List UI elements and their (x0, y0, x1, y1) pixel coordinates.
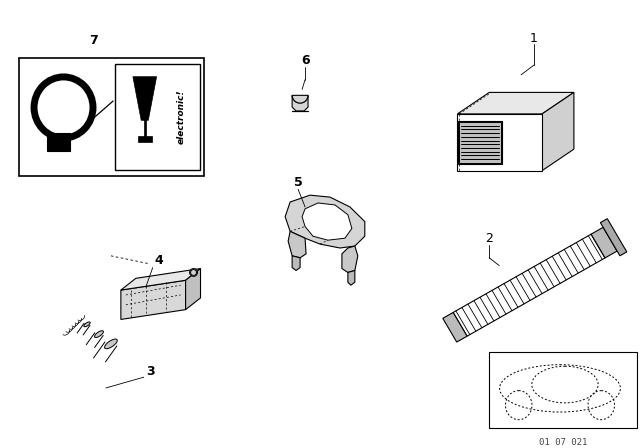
Text: electronic!: electronic! (177, 90, 186, 144)
Polygon shape (453, 234, 605, 336)
Polygon shape (302, 203, 352, 240)
Polygon shape (121, 280, 186, 319)
Polygon shape (458, 114, 542, 171)
Ellipse shape (84, 322, 90, 327)
Text: 1: 1 (530, 32, 538, 45)
Polygon shape (342, 246, 358, 272)
Polygon shape (288, 231, 306, 258)
Polygon shape (47, 134, 70, 151)
Text: 2: 2 (485, 232, 493, 245)
Text: 6: 6 (301, 54, 309, 67)
Text: 7: 7 (90, 34, 99, 47)
Ellipse shape (104, 339, 117, 349)
Polygon shape (292, 256, 300, 271)
Polygon shape (186, 268, 200, 310)
Polygon shape (121, 268, 200, 290)
Polygon shape (460, 122, 501, 163)
Polygon shape (133, 77, 157, 121)
Polygon shape (591, 227, 617, 258)
Circle shape (191, 270, 196, 276)
Polygon shape (292, 95, 308, 111)
Text: 5: 5 (294, 176, 303, 189)
Polygon shape (600, 219, 627, 256)
Polygon shape (443, 312, 467, 342)
Polygon shape (348, 271, 355, 285)
Polygon shape (138, 136, 152, 142)
Ellipse shape (45, 89, 82, 126)
Bar (19, 58, 204, 176)
Polygon shape (285, 195, 365, 248)
Text: 4: 4 (154, 254, 163, 267)
Bar (489, 352, 637, 428)
Circle shape (189, 268, 198, 276)
Text: 3: 3 (147, 365, 155, 378)
Polygon shape (542, 92, 574, 171)
Bar (115, 64, 200, 170)
Text: 01 07 021: 01 07 021 (539, 438, 587, 447)
Ellipse shape (95, 331, 104, 337)
Polygon shape (458, 92, 574, 114)
Polygon shape (144, 121, 146, 136)
